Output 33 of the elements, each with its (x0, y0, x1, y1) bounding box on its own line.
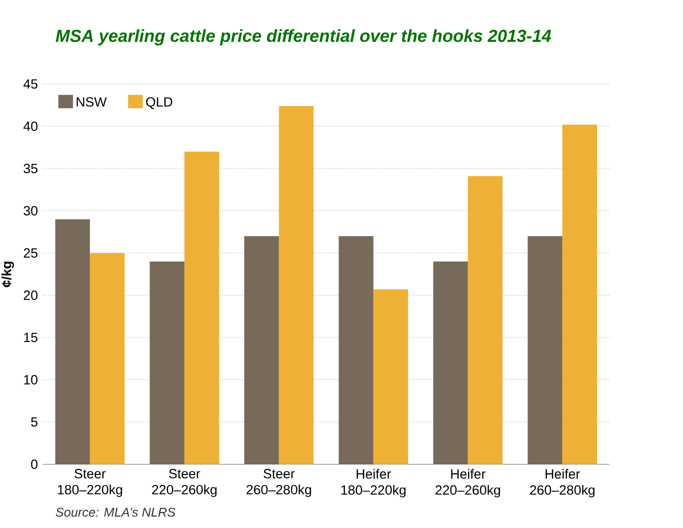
y-tick-label: 0 (31, 459, 38, 469)
x-tick-label: Steer 220–260kg (152, 468, 217, 497)
bar (338, 236, 374, 464)
bar (468, 176, 503, 464)
y-tick-label: 45 (23, 79, 38, 89)
source-note: Source: MLA’s NLRS (56, 508, 176, 517)
bar (373, 289, 408, 464)
bar (433, 261, 468, 464)
bar (562, 124, 598, 464)
y-tick-label: 40 (23, 121, 38, 131)
bar (528, 236, 562, 464)
bar (90, 252, 125, 464)
bar (150, 261, 184, 464)
x-tick-label: Heifer 180–220kg (341, 468, 406, 498)
bar (55, 219, 90, 464)
bar (278, 106, 314, 464)
y-tick-label: 15 (24, 332, 38, 342)
x-tick-label: Steer 260–280kg (246, 468, 312, 497)
bar (244, 236, 279, 464)
y-tick-label: 20 (24, 290, 38, 300)
x-tick-label: Heifer 260–280kg (530, 468, 595, 498)
legend-label: QLD (146, 97, 172, 109)
y-tick-label: 5 (31, 417, 38, 426)
y-tick-label: 10 (24, 374, 38, 384)
y-tick-label: 30 (24, 206, 38, 216)
y-tick-label: 35 (24, 164, 38, 174)
bar (184, 152, 220, 464)
legend-label: NSW (76, 97, 107, 107)
y-axis-title: ¢/kg (1, 262, 14, 288)
x-tick-label: Heifer 220–260kg (436, 468, 500, 498)
y-tick-label: 25 (24, 248, 38, 258)
chart-title: MSA yearling cattle price differential over the hooks 2013-14 (56, 29, 552, 46)
x-tick-label: Steer 180–220kg (58, 468, 122, 497)
